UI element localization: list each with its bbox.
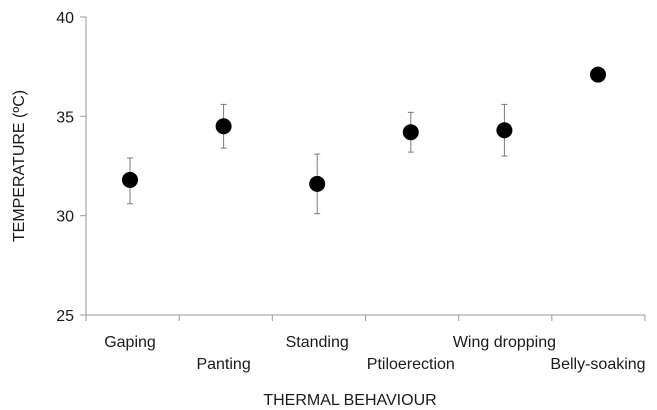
data-point [496, 122, 513, 139]
x-tick-label: Standing [286, 334, 349, 351]
y-tick-label: 25 [56, 308, 74, 325]
data-point [215, 118, 232, 135]
data-point [402, 124, 419, 141]
error-bars [127, 103, 508, 215]
y-tick-label: 30 [56, 209, 74, 226]
data-points [122, 66, 606, 192]
data-point [590, 66, 606, 83]
data-point [309, 175, 326, 192]
x-axis-label: THERMAL BEHAVIOUR [263, 392, 436, 409]
x-tick-label: Belly-soaking [550, 356, 645, 373]
x-tick-label: Wing dropping [453, 334, 556, 351]
tick-labels: 25 30 35 40 Gaping Panting Standing Ptiloerecti… [56, 10, 645, 373]
x-tick-label: Ptiloerection [367, 356, 455, 373]
x-tick-label: Gaping [104, 334, 156, 351]
y-tick-label: 35 [56, 109, 74, 126]
data-point [122, 171, 138, 188]
x-tick-label: Panting [196, 356, 250, 373]
axes [80, 16, 646, 321]
y-axis-label: TEMPERATURE (ºC) [11, 90, 28, 242]
y-tick-label: 40 [56, 10, 74, 27]
